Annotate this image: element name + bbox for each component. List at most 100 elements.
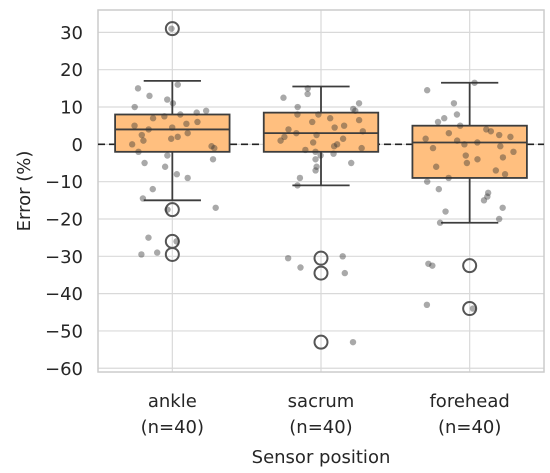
data-point	[139, 195, 147, 202]
x-category-count: (n=40)	[438, 417, 501, 438]
data-point	[495, 131, 503, 139]
x-category-label: forehead	[429, 391, 509, 412]
y-tick-label: −40	[45, 284, 83, 305]
data-point	[474, 139, 481, 146]
grid-lines	[98, 10, 544, 372]
y-tick-labels: 30 20 10 0 −10 −20 −30 −40 −50 −60	[45, 23, 83, 380]
outlier-marker	[462, 301, 478, 317]
data-point	[313, 131, 320, 139]
outlier-marker	[313, 265, 329, 281]
data-point	[312, 148, 319, 156]
data-point	[212, 204, 219, 211]
data-point	[436, 219, 444, 226]
data-point	[138, 131, 145, 139]
data-point	[425, 260, 432, 267]
data-point	[202, 107, 210, 114]
data-point	[153, 249, 161, 256]
data-point	[497, 143, 504, 150]
data-point	[280, 94, 287, 101]
data-point	[294, 103, 301, 111]
data-point	[429, 144, 437, 152]
data-point	[474, 156, 481, 163]
data-point	[434, 118, 442, 126]
data-point	[277, 137, 284, 144]
data-point	[208, 143, 215, 150]
data-point	[358, 144, 365, 152]
data-point	[294, 111, 301, 118]
data-point	[501, 171, 509, 178]
data-point	[355, 116, 363, 124]
data-point	[339, 135, 347, 142]
data-point	[141, 159, 148, 167]
data-point	[326, 115, 334, 122]
data-point	[128, 141, 136, 148]
data-point	[483, 126, 490, 133]
data-point	[333, 141, 341, 148]
data-point	[209, 156, 217, 163]
data-point	[161, 163, 169, 170]
data-point	[184, 174, 191, 182]
x-axis-title: Sensor position	[252, 447, 391, 468]
data-point	[422, 135, 429, 142]
data-point	[341, 269, 349, 277]
data-point	[146, 92, 153, 100]
x-category-count: (n=40)	[141, 417, 204, 438]
data-points	[128, 25, 517, 346]
data-point	[167, 135, 175, 142]
data-point	[131, 103, 138, 111]
data-point	[349, 338, 357, 346]
data-point	[435, 185, 443, 193]
data-point	[313, 163, 320, 170]
data-point	[484, 189, 492, 197]
data-point	[164, 96, 171, 103]
data-point	[312, 167, 319, 174]
data-point	[309, 118, 316, 126]
data-point	[194, 118, 201, 126]
plot-frame	[97, 9, 545, 373]
data-point	[450, 100, 458, 107]
data-point	[164, 206, 171, 213]
box-iqr	[262, 111, 380, 153]
data-point	[445, 129, 453, 137]
box-sacrum	[262, 85, 380, 350]
data-point	[453, 137, 461, 144]
data-point	[317, 152, 324, 159]
data-point	[315, 111, 322, 118]
data-point	[284, 254, 292, 262]
data-point	[173, 238, 180, 245]
box-forehead	[411, 81, 528, 317]
data-point	[355, 100, 363, 107]
data-point	[456, 122, 464, 129]
data-point	[330, 150, 337, 157]
data-point	[184, 129, 191, 137]
data-point	[453, 111, 461, 118]
data-point	[302, 146, 309, 154]
data-point	[211, 144, 218, 152]
data-point	[145, 126, 152, 133]
outlier-marker	[164, 246, 180, 262]
data-point	[445, 174, 452, 182]
y-tick-label: −20	[45, 209, 83, 230]
data-point	[424, 178, 431, 185]
y-tick-label: −30	[45, 247, 83, 268]
data-point	[173, 171, 181, 178]
plot-frame-rect	[97, 9, 545, 373]
y-tick-label: −50	[45, 321, 83, 342]
x-category-count: (n=40)	[289, 417, 352, 438]
data-point	[339, 253, 346, 260]
y-tick-label: −10	[45, 172, 83, 193]
data-point	[462, 152, 469, 159]
data-point	[281, 133, 288, 141]
data-point	[193, 109, 200, 116]
data-point	[423, 87, 431, 94]
data-point	[149, 185, 156, 193]
data-point	[312, 156, 319, 163]
data-point	[499, 154, 507, 161]
data-point	[442, 208, 449, 215]
data-point	[297, 264, 304, 271]
data-point	[294, 182, 301, 189]
y-axis-title: Error (%)	[14, 151, 35, 232]
data-point	[183, 120, 190, 128]
data-point	[285, 126, 292, 133]
data-point	[349, 105, 357, 113]
